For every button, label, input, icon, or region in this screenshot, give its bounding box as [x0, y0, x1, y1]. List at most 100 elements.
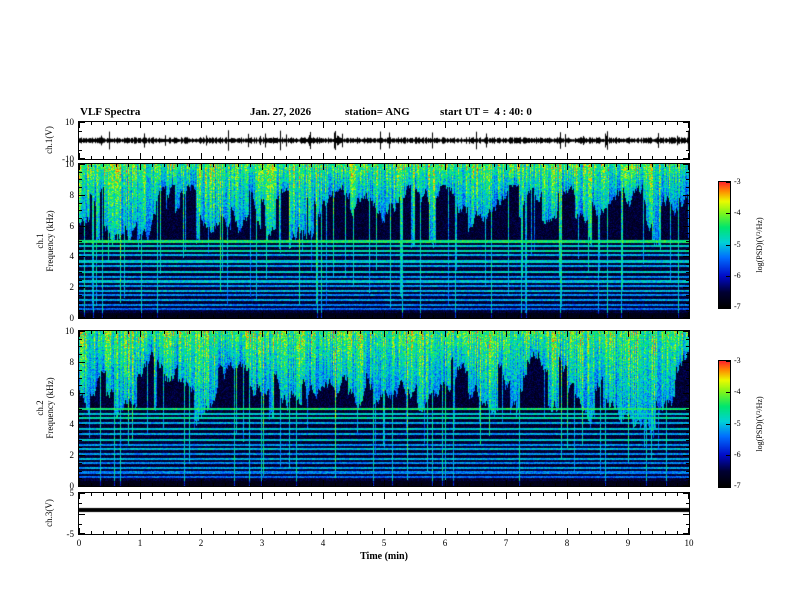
axis-tick [677, 156, 678, 159]
axis-tick [555, 483, 556, 486]
axis-tick [469, 483, 470, 486]
axis-tick [457, 164, 458, 167]
y-tick-label: 4 [69, 251, 75, 262]
axis-tick [445, 480, 446, 486]
axis-tick [469, 493, 470, 496]
axis-tick [652, 483, 653, 486]
axis-tick [640, 156, 641, 159]
y-tick-label: 0 [69, 313, 75, 323]
axis-tick [79, 210, 82, 211]
axis-tick [103, 493, 104, 496]
axis-tick [274, 483, 275, 486]
ch1-waveform-trace [79, 122, 689, 159]
axis-tick [262, 312, 263, 318]
axis-tick [323, 164, 324, 170]
axis-tick [164, 531, 165, 534]
axis-tick [433, 493, 434, 496]
axis-tick [396, 493, 397, 496]
axis-tick [384, 122, 385, 128]
x-tick-label: 9 [625, 538, 631, 548]
axis-tick [79, 287, 85, 288]
axis-tick [604, 122, 605, 125]
axis-tick [396, 531, 397, 534]
axis-tick [543, 122, 544, 125]
axis-tick [250, 531, 251, 534]
axis-tick [457, 156, 458, 159]
colorbar-tick-label: -4 [734, 208, 741, 218]
axis-tick [213, 483, 214, 486]
ch2-spectrogram-panel [78, 330, 690, 487]
axis-tick [579, 122, 580, 125]
axis-tick [225, 483, 226, 486]
axis-tick [530, 483, 531, 486]
axis-tick [103, 156, 104, 159]
axis-tick [79, 241, 82, 242]
axis-tick [688, 153, 689, 159]
axis-tick [128, 483, 129, 486]
axis-tick [164, 122, 165, 125]
axis-tick [286, 164, 287, 167]
axis-tick [616, 531, 617, 534]
axis-tick [677, 531, 678, 534]
colorbar-tick-label: -6 [734, 270, 741, 280]
y-tick-label: 8 [69, 357, 75, 367]
axis-tick [274, 156, 275, 159]
axis-tick [360, 315, 361, 318]
axis-tick [213, 164, 214, 167]
axis-tick [686, 354, 689, 355]
axis-tick [360, 156, 361, 159]
axis-tick [506, 493, 507, 499]
axis-tick [225, 531, 226, 534]
axis-tick [686, 401, 689, 402]
axis-tick [384, 528, 385, 534]
date-label: Jan. 27, 2026 [250, 106, 312, 118]
axis-tick [408, 156, 409, 159]
axis-tick [79, 528, 80, 534]
axis-tick [311, 331, 312, 334]
axis-tick [506, 480, 507, 486]
axis-tick [116, 156, 117, 159]
y-tick-label: 6 [69, 220, 75, 231]
colorbar-tick-label: -3 [734, 177, 741, 186]
axis-tick [567, 164, 568, 170]
axis-tick [103, 331, 104, 334]
axis-tick [201, 122, 202, 128]
axis-tick [91, 531, 92, 534]
axis-tick [686, 210, 689, 211]
axis-tick [518, 531, 519, 534]
axis-tick [262, 153, 263, 159]
axis-tick [726, 182, 730, 183]
axis-tick [274, 531, 275, 534]
axis-tick [482, 315, 483, 318]
axis-tick [421, 331, 422, 334]
y-tick-label: 10 [65, 159, 74, 169]
ch1-spec-ylabel-frequency: Frequency (kHz) [45, 210, 55, 272]
axis-tick [79, 524, 82, 525]
axis-tick [177, 483, 178, 486]
axis-tick [384, 480, 385, 486]
axis-tick [686, 233, 689, 234]
axis-tick [152, 122, 153, 125]
axis-tick [445, 493, 446, 499]
axis-tick [591, 531, 592, 534]
axis-tick [79, 447, 82, 448]
axis-tick [128, 156, 129, 159]
axis-tick [311, 156, 312, 159]
axis-tick [140, 493, 141, 499]
axis-tick [421, 493, 422, 496]
axis-tick [530, 122, 531, 125]
colorbar-ch1-label: log(PSD)(V²/Hz) [755, 217, 764, 273]
axis-tick [683, 393, 689, 394]
axis-tick [652, 122, 653, 125]
axis-tick [616, 493, 617, 496]
colorbar-tick-label: -7 [734, 302, 741, 311]
axis-tick [79, 164, 85, 165]
axis-tick [116, 483, 117, 486]
axis-tick [518, 493, 519, 496]
axis-tick [152, 315, 153, 318]
axis-tick [360, 164, 361, 167]
axis-tick [518, 164, 519, 167]
axis-tick [164, 156, 165, 159]
axis-tick [518, 315, 519, 318]
